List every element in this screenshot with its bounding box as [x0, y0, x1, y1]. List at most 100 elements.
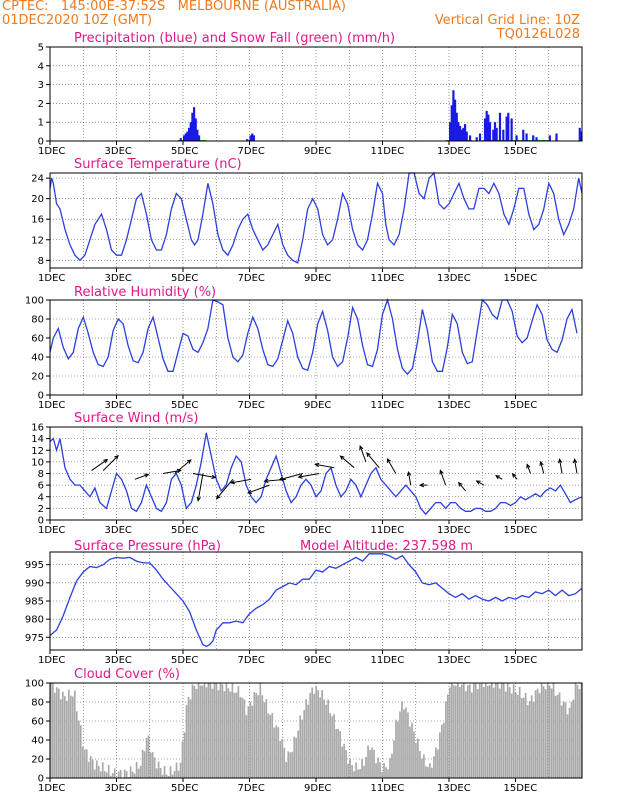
cloud-bar	[179, 762, 182, 778]
cloud-bar	[153, 757, 156, 778]
x-tick-label: 11DEC	[371, 400, 405, 411]
cloud-bar	[163, 766, 166, 778]
cloud-bar	[576, 685, 579, 778]
x-tick-label: 13DEC	[437, 146, 471, 157]
precip-bar	[495, 127, 498, 141]
precip-bar	[183, 135, 186, 141]
wind-vector	[559, 459, 563, 474]
cloud-bar	[542, 686, 545, 778]
wind-arrowhead	[557, 458, 563, 464]
x-tick-label: 15DEC	[504, 783, 538, 794]
cloud-bar	[109, 775, 112, 778]
y-tick-label: 985	[25, 597, 44, 608]
cloud-bar	[351, 765, 353, 778]
x-tick-label: 5DEC	[171, 783, 198, 794]
precip-bar	[449, 122, 452, 141]
x-tick-label: 7DEC	[238, 273, 265, 284]
cloud-bar	[227, 688, 230, 778]
wind-vector	[230, 478, 252, 484]
cloud-bar	[397, 721, 399, 778]
precip-bar	[498, 112, 502, 141]
cloud-bar	[63, 696, 66, 778]
cloud-bar	[137, 768, 140, 778]
y-tick-label: 16	[31, 215, 44, 226]
header-right-line3: TQ0126L028	[496, 27, 580, 42]
y-tick-label: 16	[31, 423, 44, 434]
precip-bar	[535, 137, 538, 141]
cloud-bar	[516, 694, 519, 778]
y-tick-label: 5	[38, 43, 44, 54]
cloud-bar	[165, 774, 168, 778]
cloud-bar	[135, 762, 138, 778]
y-tick-label: 100	[25, 679, 44, 690]
wind-arrowhead	[359, 445, 364, 451]
precip-bar	[525, 133, 528, 141]
cloud-bar	[263, 702, 266, 778]
cloud-bar	[504, 691, 507, 778]
cloud-bar	[578, 689, 581, 778]
cloud-bar	[325, 704, 328, 778]
panel-frame	[49, 46, 583, 142]
y-tick-label: 995	[25, 560, 44, 571]
x-tick-label: 3DEC	[105, 400, 132, 411]
cloud-bar	[305, 699, 308, 778]
cloud-bar	[492, 687, 495, 778]
y-tick-label: 24	[31, 174, 44, 185]
cloud-bar	[472, 683, 475, 778]
cloud-bar	[73, 690, 76, 778]
cloud-bar	[51, 683, 54, 778]
x-tick-label: 3DEC	[105, 273, 132, 284]
y-tick-label: 980	[25, 615, 44, 626]
wind-vector	[359, 445, 367, 463]
wind-vector	[439, 470, 447, 486]
header-left-line2: 01DEC2020 10Z (GMT)	[2, 13, 153, 28]
precip-bar	[478, 133, 482, 141]
y-tick-label: 0	[38, 774, 44, 785]
cloud-bar	[189, 699, 192, 778]
cloud-bar	[458, 687, 461, 778]
cloud-bar	[243, 699, 246, 778]
x-tick-label: 15DEC	[504, 655, 538, 666]
cloud-bar	[429, 763, 431, 778]
cloud-bar	[287, 751, 290, 778]
cloud-bar	[486, 685, 489, 778]
precip-bar	[251, 133, 254, 141]
cloud-bar	[215, 683, 218, 778]
cloud-bar	[435, 747, 437, 778]
cloud-bar	[77, 720, 80, 778]
cloud-bar	[399, 711, 401, 778]
cloud-bar	[329, 713, 331, 778]
precip-bar	[197, 135, 201, 141]
header-right-line2: Vertical Grid Line: 10Z	[434, 13, 580, 28]
precip-bar	[457, 122, 460, 141]
cloud-bar	[383, 763, 385, 778]
x-tick-label: 11DEC	[371, 783, 405, 794]
y-tick-label: 40	[31, 736, 44, 747]
cloud-bar	[71, 696, 74, 778]
x-tick-label: 1DEC	[38, 525, 65, 536]
x-tick-label: 3DEC	[105, 783, 132, 794]
cloud-bar	[502, 683, 505, 778]
wind-vector	[102, 455, 119, 471]
wind-vector	[574, 459, 578, 474]
x-tick-label: 9DEC	[304, 146, 331, 157]
x-tick-label: 11DEC	[371, 525, 405, 536]
panel-temp: 8 12 16 20 24 1DEC 3DEC 5DEC 7DEC 9DEC 11DEC 13DEC 1…	[31, 157, 583, 284]
y-tick-label: 60	[31, 334, 44, 345]
wind-vector	[197, 473, 204, 501]
cloud-bar	[183, 732, 186, 778]
cloud-bar	[544, 689, 547, 778]
x-tick-label: 3DEC	[105, 146, 132, 157]
panel-title: Surface Pressure (hPa)	[74, 539, 221, 554]
precip-bar	[507, 112, 510, 141]
cloud-bar	[247, 706, 250, 778]
precip-bar	[492, 129, 495, 141]
x-tick-label: 5DEC	[171, 525, 198, 536]
wind-arrowhead	[103, 458, 109, 464]
cloud-bar	[441, 724, 443, 778]
cloud-bar	[53, 692, 56, 778]
x-tick-label: 7DEC	[238, 400, 265, 411]
wind-arrowhead	[297, 474, 303, 479]
x-tick-label: 11DEC	[371, 273, 405, 284]
y-tick-label: 975	[25, 633, 44, 644]
